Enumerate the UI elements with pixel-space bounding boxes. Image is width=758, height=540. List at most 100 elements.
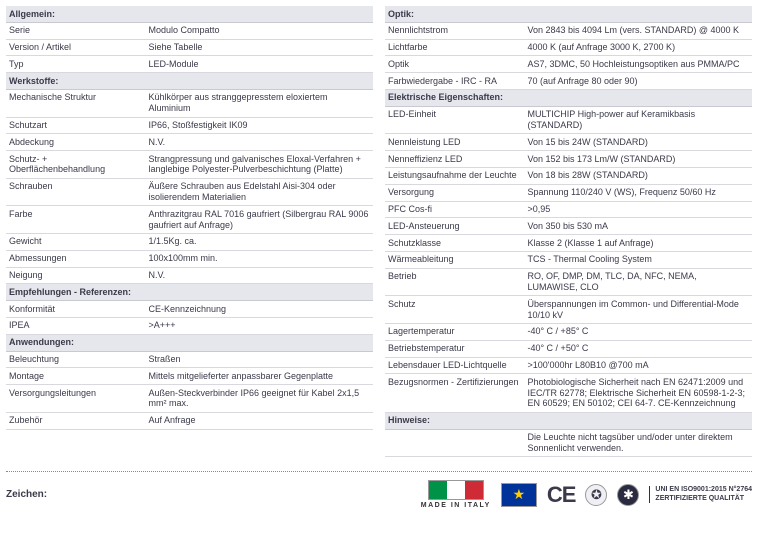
row-label: Zubehör [6,412,145,429]
table-row: SchraubenÄußere Schrauben aus Edelstahl … [6,178,373,206]
section-header: Werkstoffe: [6,73,373,90]
table-row: Gewicht1/1.5Kg. ca. [6,233,373,250]
row-value: 4000 K (auf Anfrage 3000 K, 2700 K) [524,39,752,56]
seal-icon-1: ✪ [585,484,607,506]
row-value: Von 350 bis 530 mA [524,218,752,235]
row-label: Nennlichtstrom [385,22,524,39]
table-row: LED-EinheitMULTICHIP High-power auf Kera… [385,106,752,134]
row-label: Nennleistung LED [385,134,524,151]
table-row: AbdeckungN.V. [6,134,373,151]
row-label: Abdeckung [6,134,145,151]
row-value: LED-Module [145,56,373,73]
row-label: Mechanische Struktur [6,89,145,117]
row-value: AS7, 3DMC, 50 Hochleistungsoptiken aus P… [524,56,752,73]
row-value: Von 18 bis 28W (STANDARD) [524,167,752,184]
row-value: Von 15 bis 24W (STANDARD) [524,134,752,151]
row-value: MULTICHIP High-power auf Keramikbasis (S… [524,106,752,134]
table-row: TypLED-Module [6,56,373,73]
row-value: Mittels mitgelieferter anpassbarer Gegen… [145,368,373,385]
row-value: N.V. [145,134,373,151]
table-row: BetriebRO, OF, DMP, DM, TLC, DA, NFC, NE… [385,268,752,296]
row-label: Montage [6,368,145,385]
row-label: Typ [6,56,145,73]
row-label: Schutz- + Oberflächenbehandlung [6,151,145,179]
row-label: Schrauben [6,178,145,206]
spec-table: Allgemein:SerieModulo CompattoVersion / … [6,6,373,430]
row-value: Von 2843 bis 4094 Lm (vers. STANDARD) @ … [524,22,752,39]
row-label: Version / Artikel [6,39,145,56]
row-label: LED-Ansteuerung [385,218,524,235]
row-value: RO, OF, DMP, DM, TLC, DA, NFC, NEMA, LUM… [524,268,752,296]
row-label: Abmessungen [6,250,145,267]
table-row: Lichtfarbe4000 K (auf Anfrage 3000 K, 27… [385,39,752,56]
table-row: ZubehörAuf Anfrage [6,412,373,429]
table-row: KonformitätCE-Kennzeichnung [6,301,373,318]
row-value: TCS - Thermal Cooling System [524,251,752,268]
row-label: Neigung [6,267,145,284]
row-label: Nenneffizienz LED [385,151,524,168]
row-value: CE-Kennzeichnung [145,301,373,318]
table-row: Abmessungen100x100mm min. [6,250,373,267]
section-header-row: Optik: [385,6,752,22]
row-label: Konformität [6,301,145,318]
row-value: 1/1.5Kg. ca. [145,233,373,250]
row-value: Klasse 2 (Klasse 1 auf Anfrage) [524,235,752,252]
row-label: Schutzart [6,117,145,134]
section-header: Optik: [385,6,752,22]
table-row: OptikAS7, 3DMC, 50 Hochleistungsoptiken … [385,56,752,73]
table-row: Leistungsaufnahme der LeuchteVon 18 bis … [385,167,752,184]
section-header: Hinweise: [385,412,752,429]
col-right: Optik:NennlichtstromVon 2843 bis 4094 Lm… [385,6,752,457]
qual-line2: ZERTIFIZIERTE QUALITÄT [655,495,752,503]
row-label: Schutzklasse [385,235,524,252]
row-label: Betriebstemperatur [385,340,524,357]
row-label: Schutz [385,296,524,324]
table-row: MontageMittels mitgelieferter anpassbare… [6,368,373,385]
row-value: >0,95 [524,201,752,218]
table-row: VersorgungsleitungenAußen-Steckverbinder… [6,385,373,413]
table-row: NeigungN.V. [6,267,373,284]
table-row: Lagertemperatur-40° C / +85° C [385,323,752,340]
row-value: Spannung 110/240 V (WS), Frequenz 50/60 … [524,184,752,201]
row-label: Wärmeableitung [385,251,524,268]
table-row: NennlichtstromVon 2843 bis 4094 Lm (vers… [385,22,752,39]
row-value: Außen-Steckverbinder IP66 geeignet für K… [145,385,373,413]
table-row: Lebensdauer LED-Lichtquelle>100'000hr L8… [385,357,752,374]
table-row: LED-AnsteuerungVon 350 bis 530 mA [385,218,752,235]
seal-icon-2: ✱ [617,484,639,506]
quality-text: UNI EN ISO9001:2015 N°2764 ZERTIFIZIERTE… [649,486,752,503]
row-label: Farbe [6,206,145,234]
table-row: IPEA>A+++ [6,317,373,334]
row-label: LED-Einheit [385,106,524,134]
table-row: Mechanische StrukturKühlkörper aus stran… [6,89,373,117]
row-value: -40° C / +85° C [524,323,752,340]
made-in-italy: MADE IN ITALY [421,480,491,509]
row-value: -40° C / +50° C [524,340,752,357]
row-label: Bezugsnormen - Zertifizierungen [385,374,524,412]
row-value: Überspannungen im Common- und Differenti… [524,296,752,324]
table-row: Die Leuchte nicht tagsüber und/oder unte… [385,429,752,457]
table-row: SerieModulo Compatto [6,22,373,39]
row-value: Die Leuchte nicht tagsüber und/oder unte… [524,429,752,457]
italy-text: MADE IN ITALY [421,502,491,509]
section-header-row: Empfehlungen - Referenzen: [6,284,373,301]
badges: MADE IN ITALY ★ CE ✪ ✱ UNI EN ISO9001:20… [421,480,752,509]
table-row: Bezugsnormen - ZertifizierungenPhotobiol… [385,374,752,412]
row-value: Anthrazitgrau RAL 7016 gaufriert (Silber… [145,206,373,234]
row-value: 100x100mm min. [145,250,373,267]
section-header-row: Werkstoffe: [6,73,373,90]
row-label: Farbwiedergabe - IRC - RA [385,73,524,90]
row-label: Versorgung [385,184,524,201]
qual-line1: UNI EN ISO9001:2015 N°2764 [655,486,752,494]
section-header-row: Anwendungen: [6,334,373,351]
ce-mark-icon: CE [547,482,576,508]
columns: Allgemein:SerieModulo CompattoVersion / … [6,6,752,457]
row-label: Betrieb [385,268,524,296]
table-row: SchutzÜberspannungen im Common- und Diff… [385,296,752,324]
row-value: Kühlkörper aus stranggepresstem eloxiert… [145,89,373,117]
row-label: Lagertemperatur [385,323,524,340]
footer-label: Zeichen: [6,489,47,500]
section-header: Anwendungen: [6,334,373,351]
row-value: IP66, Stoßfestigkeit IK09 [145,117,373,134]
row-value: >A+++ [145,317,373,334]
